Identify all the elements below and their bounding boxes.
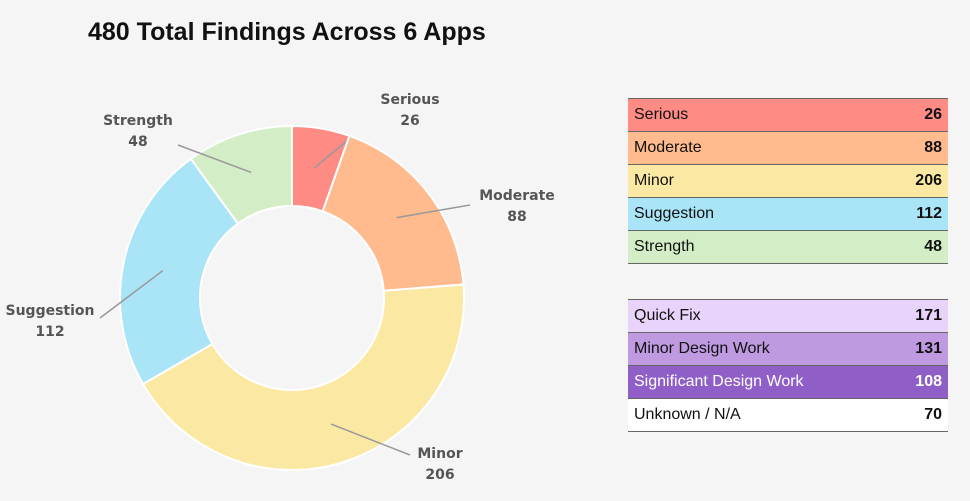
effort-value: 171 [891, 299, 948, 333]
effort-row: Minor Design Work 131 [628, 332, 948, 366]
slice-value-label: 26 [400, 113, 419, 129]
effort-row: Unknown / N/A 70 [628, 398, 948, 432]
severity-row: Minor 206 [628, 164, 948, 198]
leader-line [177, 144, 252, 174]
slice-value-label: 206 [425, 467, 454, 483]
slice-category-label: Minor [417, 446, 462, 462]
slice-category-label: Serious [380, 92, 439, 108]
severity-label: Serious [628, 98, 854, 132]
leader-line [396, 204, 471, 219]
effort-value: 108 [891, 365, 948, 399]
severity-value: 206 [853, 164, 948, 198]
effort-value: 131 [891, 332, 948, 366]
severity-label: Minor [628, 164, 854, 198]
page-title: 480 Total Findings Across 6 Apps [88, 18, 486, 46]
severity-label: Strength [628, 230, 854, 264]
slice-value-label: 48 [128, 134, 147, 150]
severity-label: Suggestion [628, 197, 854, 231]
effort-label: Unknown / N/A [628, 398, 892, 432]
donut-chart: Serious 26 Moderate 88 Minor 206 Suggestion 112… [6, 92, 555, 483]
severity-label: Moderate [628, 131, 854, 165]
severity-table: Serious 26 Moderate 88 Minor 206 Suggestion 112… [628, 98, 948, 264]
slice-value-label: 88 [507, 209, 526, 225]
leader-line [99, 269, 164, 319]
effort-value: 70 [891, 398, 948, 432]
slice-value-label: 112 [35, 324, 64, 340]
slice-category-label: Suggestion [6, 303, 95, 319]
donut-slice-minor [141, 283, 465, 471]
donut-slice-strength [189, 124, 293, 225]
effort-label: Minor Design Work [628, 332, 892, 366]
leader-line [313, 139, 349, 169]
slice-category-label: Moderate [479, 188, 555, 204]
severity-row: Moderate 88 [628, 131, 948, 165]
donut-slice-suggestion [119, 157, 240, 386]
severity-row: Strength 48 [628, 230, 948, 264]
severity-value: 26 [853, 98, 948, 132]
severity-row: Serious 26 [628, 98, 948, 132]
effort-label: Significant Design Work [628, 365, 892, 399]
severity-value: 88 [853, 131, 948, 165]
severity-value: 112 [853, 197, 948, 231]
severity-value: 48 [853, 230, 948, 264]
leader-line [330, 423, 411, 456]
effort-table: Quick Fix 171 Minor Design Work 131 Signific… [628, 299, 948, 432]
effort-row: Quick Fix 171 [628, 299, 948, 333]
effort-label: Quick Fix [628, 299, 892, 333]
donut-slice-moderate [321, 134, 465, 292]
severity-row: Suggestion 112 [628, 197, 948, 231]
effort-row: Significant Design Work 108 [628, 365, 948, 399]
slice-category-label: Strength [103, 113, 173, 129]
